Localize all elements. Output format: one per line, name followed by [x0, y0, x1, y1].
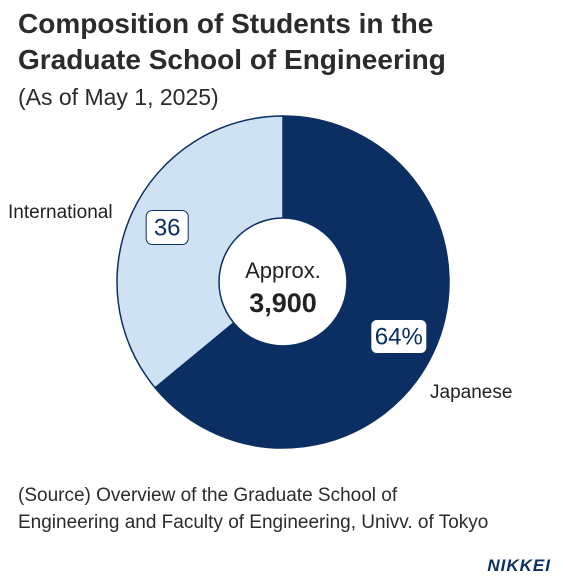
- chart-title-line-2: Graduate School of Engineering: [18, 44, 446, 75]
- category-label-international: International: [8, 202, 113, 223]
- source-line-1: (Source) Overview of the Graduate School…: [18, 485, 398, 506]
- svg-text:36: 36: [154, 215, 181, 242]
- source-line-2: Engineering and Faculty of Engineering, …: [18, 512, 489, 533]
- category-label-japanese: Japanese: [430, 382, 512, 403]
- pie-slice-international: [116, 115, 284, 389]
- donut-hole: [218, 217, 348, 347]
- value-label-japanese: 64%: [370, 318, 428, 354]
- chart-subtitle: (As of May 1, 2025): [18, 84, 219, 110]
- value-label-international: 36: [145, 210, 189, 246]
- svg-text:64%: 64%: [375, 323, 423, 350]
- nikkei-logo: NIKKEI: [487, 556, 551, 575]
- center-label-total: 3,900: [249, 288, 317, 318]
- chart-title: Composition of Students in the Graduate …: [18, 6, 548, 78]
- source-note: (Source) Overview of the Graduate School…: [18, 482, 548, 536]
- center-label-approx: Approx.: [245, 258, 321, 283]
- chart-title-line-1: Composition of Students in the: [18, 8, 434, 39]
